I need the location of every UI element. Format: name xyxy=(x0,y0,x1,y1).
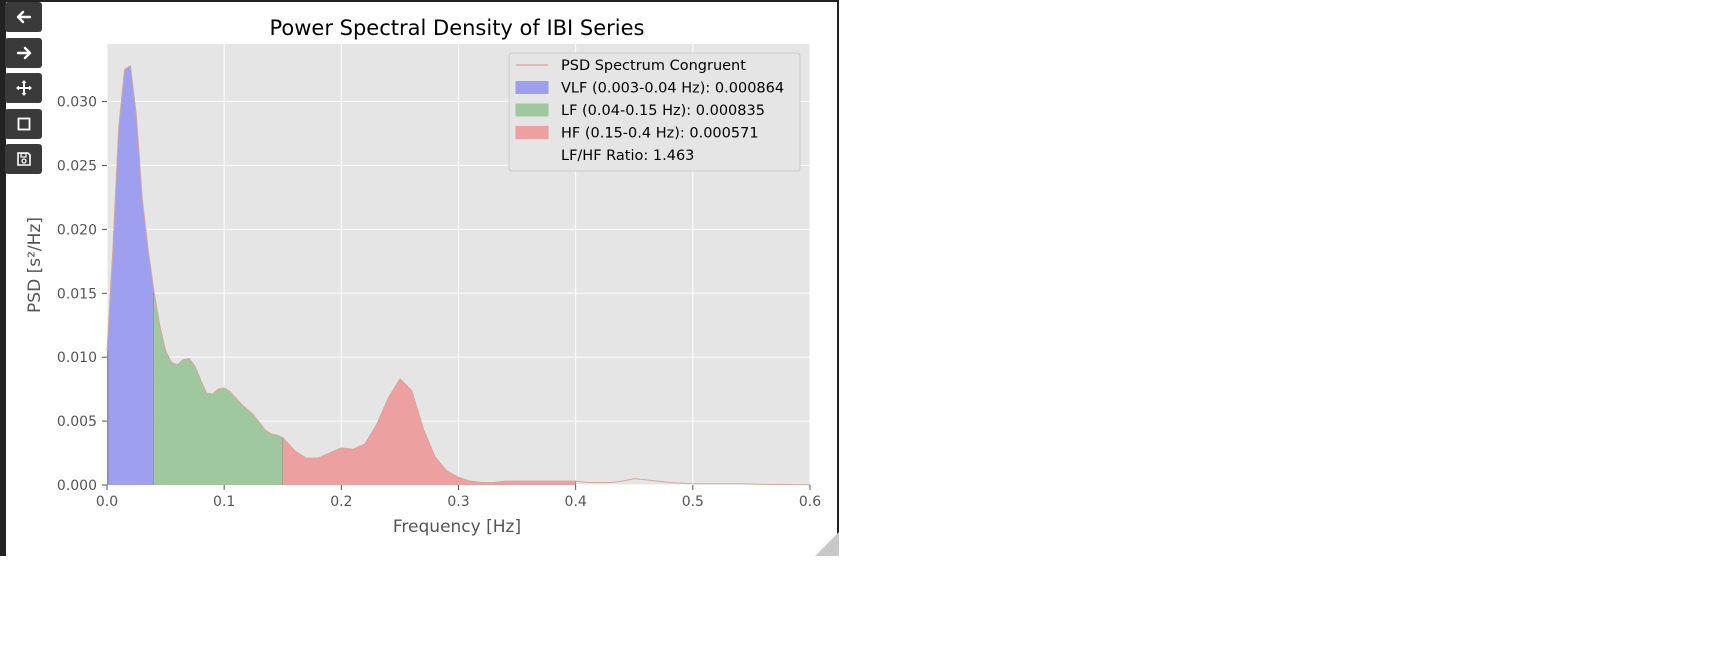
x-tick-label: 0.4 xyxy=(565,494,587,510)
legend-band-3-swatch xyxy=(515,126,549,139)
legend-band-2-swatch xyxy=(515,103,549,117)
psd-spectrum-line xyxy=(106,64,811,486)
legend-spectrum-label: PSD Spectrum Congruent xyxy=(561,58,746,74)
legend-lf-hf-ratio-label: LF/HF Ratio: 1.463 xyxy=(561,148,694,164)
resize-grip[interactable] xyxy=(815,532,839,556)
x-tick-label: 0.5 xyxy=(682,494,704,510)
y-tick-label: 0.025 xyxy=(57,158,97,174)
x-tick-label: 0.0 xyxy=(96,494,118,510)
x-axis-ticks: 0.0 0.1 0.2 0.3 0.4 0.5 0.6 xyxy=(96,485,821,510)
arrow-left-icon xyxy=(16,10,31,24)
y-tick-label: 0.015 xyxy=(57,286,97,302)
legend-box xyxy=(508,52,801,172)
toolbar xyxy=(5,2,43,180)
zoom-button[interactable] xyxy=(5,108,42,139)
pan-button[interactable] xyxy=(5,73,42,103)
y-axis-label: PSD [s²/Hz] xyxy=(25,217,45,313)
legend-band-1-label: VLF (0.003-0.04 Hz): 0.000864 xyxy=(561,81,784,97)
y-tick-label: 0.020 xyxy=(57,222,97,238)
save-button[interactable] xyxy=(5,144,42,174)
y-tick-label: 0.000 xyxy=(57,478,97,494)
legend-band-1-swatch xyxy=(515,81,549,94)
forward-button[interactable] xyxy=(5,37,42,68)
x-axis-label: Frequency [Hz] xyxy=(393,517,521,537)
band-area-1 xyxy=(107,65,154,485)
arrow-right-icon xyxy=(16,46,31,59)
x-tick-label: 0.2 xyxy=(330,494,352,510)
band-area-3 xyxy=(282,378,576,485)
legend-band-2-label: LF (0.04-0.15 Hz): 0.000835 xyxy=(561,103,765,119)
legend: PSD Spectrum Congruent VLF (0.003-0.04 Hz… xyxy=(508,52,801,172)
y-tick-label: 0.005 xyxy=(57,414,97,430)
window-left-border xyxy=(2,2,6,556)
legend-band-3-label: HF (0.15-0.4 Hz): 0.000571 xyxy=(561,126,759,142)
x-tick-label: 0.6 xyxy=(799,494,821,510)
x-tick-label: 0.3 xyxy=(447,494,469,510)
chart-title: Power Spectral Density of IBI Series xyxy=(269,16,644,40)
y-tick-label: 0.030 xyxy=(57,95,97,111)
y-axis-ticks: 0.000 0.005 0.010 0.015 0.020 0.025 0.030 xyxy=(57,95,107,494)
y-tick-label: 0.010 xyxy=(57,350,97,366)
move-icon xyxy=(15,80,32,96)
band-area-2 xyxy=(153,290,283,485)
zoom-rect-icon xyxy=(17,117,30,130)
frequency-bands xyxy=(107,65,577,485)
save-icon xyxy=(16,152,31,166)
x-tick-label: 0.1 xyxy=(213,494,235,510)
back-button[interactable] xyxy=(5,2,42,32)
